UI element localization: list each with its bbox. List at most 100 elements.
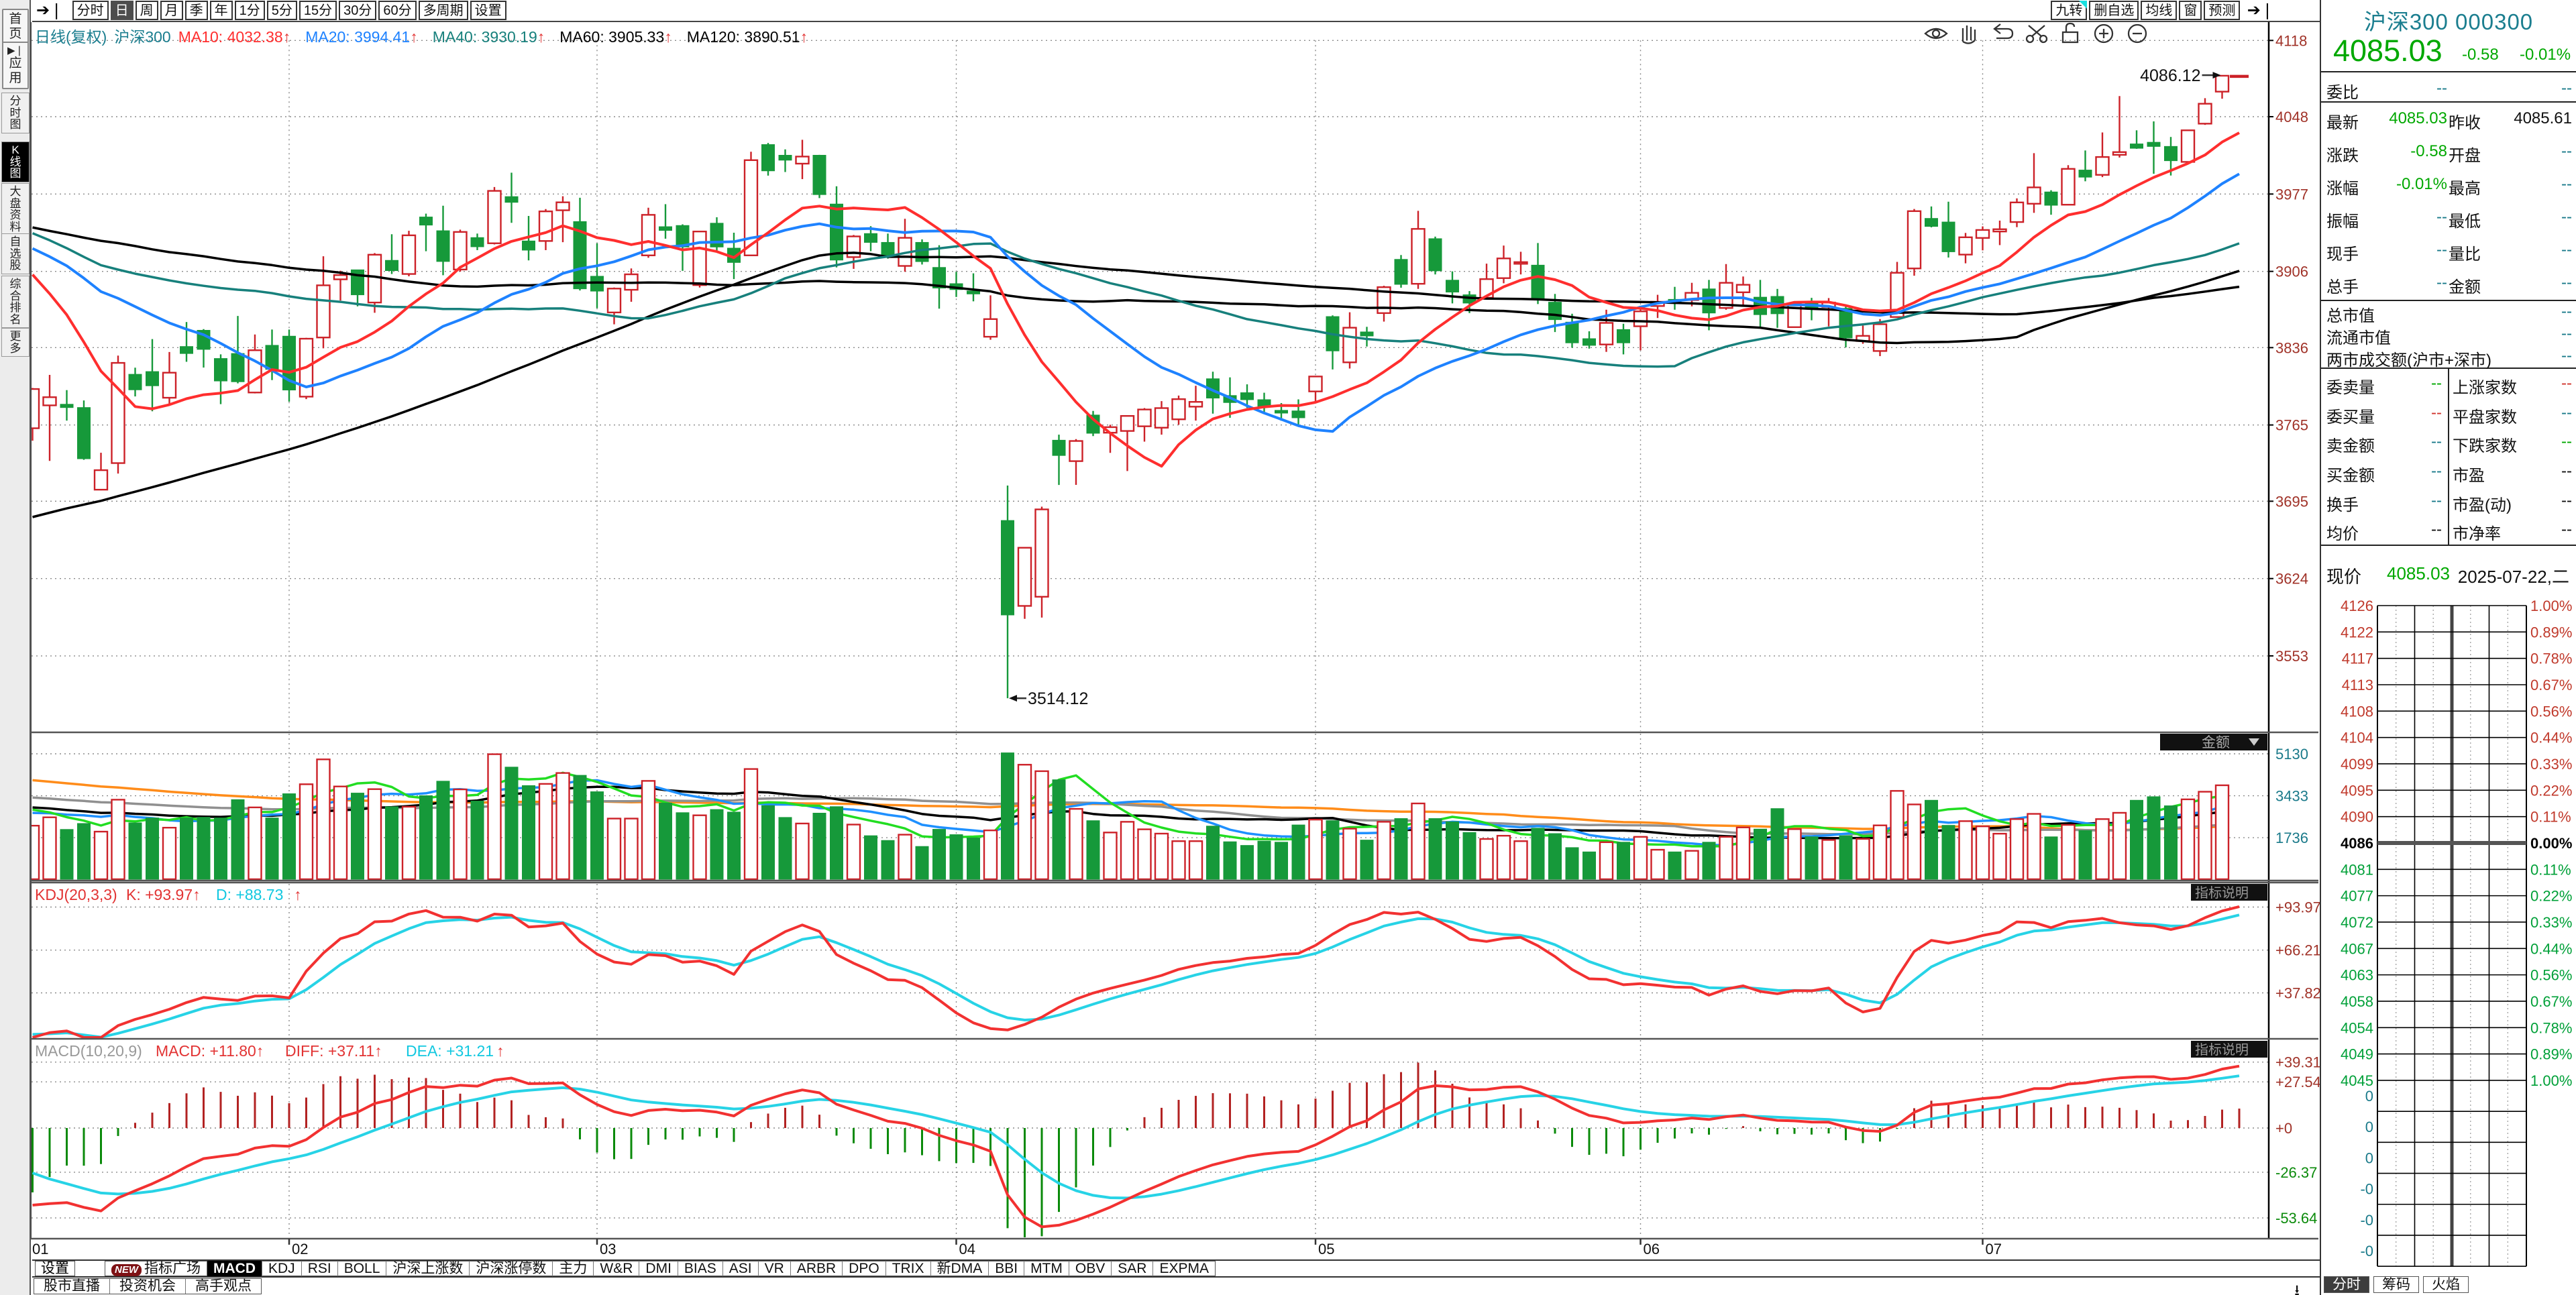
play-icon: ▶❘	[7, 45, 24, 56]
wide-row-总市值: 总市值 --	[2326, 302, 2572, 325]
indicator-info-box[interactable]	[2191, 1041, 2267, 1058]
indicator-tab-MACD[interactable]: MACD	[207, 1260, 262, 1276]
period-button-分时[interactable]: 分时	[72, 1, 109, 20]
period-button-5分[interactable]: 5分	[266, 1, 297, 20]
indicator-tab-ASI[interactable]: ASI	[722, 1260, 759, 1276]
panel-tab-筹码[interactable]: 筹码	[2373, 1276, 2419, 1293]
period-button-设置[interactable]: 设置	[470, 1, 506, 20]
indicator-tab-DPO[interactable]: DPO	[843, 1260, 886, 1276]
tool-button-窗[interactable]: 窗	[2179, 1, 2202, 20]
indicator-tab-ARBR[interactable]: ARBR	[790, 1260, 843, 1276]
svg-text:3836: 3836	[2275, 339, 2308, 356]
pair-row-卖金额: 卖金额 -- 下跌家数 --	[2326, 433, 2572, 456]
period-button-多周期[interactable]: 多周期	[418, 1, 468, 20]
pane-borders	[30, 22, 2318, 1240]
lock-icon[interactable]	[2061, 22, 2079, 44]
ladder-pct: 0.00%	[2530, 835, 2572, 852]
indicator-tab-OBV[interactable]: OBV	[1069, 1260, 1112, 1276]
period-button-日[interactable]: 日	[110, 1, 133, 20]
ladder-pct: 1.00%	[2530, 598, 2572, 614]
period-button-15分[interactable]: 15分	[299, 1, 337, 20]
zoom-in-icon[interactable]	[2094, 23, 2114, 44]
sidebar-item-更多[interactable]: 更多	[1, 328, 30, 357]
weibi-row: 委比 -- --	[2321, 72, 2576, 102]
sidebar-item-自选股[interactable]: 自选股	[1, 233, 30, 274]
indicator-tab-沪深上涨数[interactable]: 沪深上涨数	[386, 1260, 470, 1276]
indicator-tab-KDJ[interactable]: KDJ	[262, 1260, 302, 1276]
period-button-60分[interactable]: 60分	[378, 1, 417, 20]
period-button-周[interactable]: 周	[135, 1, 158, 20]
ladder-price: 4049	[2341, 1046, 2373, 1063]
kline-chart-svg[interactable]: 4118 4048 3977 3906 3836 3765 3695 3624 3553 5130…	[0, 0, 2320, 1259]
panel-tab-火焰[interactable]: 火焰	[2423, 1276, 2469, 1293]
period-button-季[interactable]: 季	[184, 1, 208, 20]
indicator-tab-BIAS[interactable]: BIAS	[678, 1260, 723, 1276]
ladder-pct: 0.11%	[2530, 861, 2571, 878]
indicator-plaza-item[interactable]: NEW 指标广场	[105, 1261, 207, 1276]
ladder-pct: 1.00%	[2530, 1072, 2572, 1089]
ladder-price: 4104	[2341, 730, 2373, 746]
tool-button-九转[interactable]: 九转	[2051, 1, 2088, 20]
ladder-price: 4063	[2341, 967, 2373, 984]
pair-row-换手: 换手 -- 市盈(动) --	[2326, 491, 2572, 514]
indicator-settings-button[interactable]: 设置	[35, 1261, 75, 1276]
sidebar-item-分时图[interactable]: 分时图	[1, 93, 30, 133]
sidebar-item-首页[interactable]: 首页	[2, 9, 29, 45]
indicator-tab-沪深涨停数[interactable]: 沪深涨停数	[470, 1260, 553, 1276]
indicator-tab-TRIX[interactable]: TRIX	[885, 1260, 931, 1276]
sidebar-item-大盘资料[interactable]: 大盘资料	[1, 183, 30, 235]
indicator-tab-RSI[interactable]: RSI	[301, 1260, 338, 1276]
status-link-股市直播[interactable]: 股市直播	[34, 1279, 110, 1294]
indicator-info-box[interactable]	[2191, 884, 2267, 901]
nine-turn-corner	[2079, 1, 2088, 9]
indicator-tab-主力[interactable]: 主力	[553, 1260, 594, 1276]
indicator-tab-MTM[interactable]: MTM	[1024, 1260, 1069, 1276]
collapse-left-icon[interactable]: ➔❘	[36, 1, 64, 19]
header-ma2: MA40: 3930.19↑	[432, 28, 545, 46]
zoom-out-icon[interactable]	[2127, 23, 2147, 44]
period-button-月[interactable]: 月	[160, 1, 183, 20]
ladder-sub-label: -0	[2360, 1243, 2373, 1259]
panel-tab-分时[interactable]: 分时	[2324, 1276, 2369, 1293]
indicator-tab-VR[interactable]: VR	[758, 1260, 791, 1276]
tool-button-删自选[interactable]: 删自选	[2089, 1, 2139, 20]
annotations: 4086.12 3514.12	[1009, 66, 2221, 708]
svg-text:D: +88.73: D: +88.73	[216, 886, 283, 903]
scroll-top-icon[interactable]: ⭳	[2294, 1282, 2300, 1295]
eye-icon[interactable]	[1924, 27, 1948, 40]
scissors-icon[interactable]	[2025, 25, 2048, 44]
hand-icon[interactable]	[1962, 25, 1976, 44]
tool-button-均线[interactable]: 均线	[2141, 1, 2178, 20]
svg-text:+66.21: +66.21	[2275, 942, 2320, 959]
indicator-tab-W&R[interactable]: W&R	[594, 1260, 640, 1276]
ladder-pct: 0.56%	[2530, 967, 2572, 984]
new-badge: NEW	[111, 1264, 142, 1276]
tool-button-预测[interactable]: 预测	[2204, 1, 2241, 20]
indicator-tab-新DMA[interactable]: 新DMA	[930, 1260, 989, 1276]
indicator-tab-BOLL[interactable]: BOLL	[337, 1260, 387, 1276]
ladder-price: 4090	[2341, 809, 2373, 826]
ladder-pct: 0.78%	[2530, 651, 2572, 667]
sidebar-item-应用[interactable]: ▶❘ 应用	[2, 42, 29, 89]
ma20-line	[32, 172, 2240, 433]
pair-row-委卖量: 委卖量 -- 上涨家数 --	[2326, 374, 2572, 397]
svg-text:金额: 金额	[2202, 735, 2230, 750]
ladder-price: 4058	[2341, 993, 2373, 1010]
collapse-right-icon[interactable]: ➔❘	[2247, 1, 2274, 19]
sidebar-item-综合排名[interactable]: 综合排名	[1, 276, 30, 328]
svg-text:3765: 3765	[2275, 417, 2308, 434]
ladder-price: 4072	[2341, 914, 2373, 931]
status-link-高手观点[interactable]: 高手观点	[195, 1278, 252, 1294]
indicator-tab-DMI[interactable]: DMI	[639, 1260, 678, 1276]
kdj-k-line	[32, 905, 2240, 1039]
status-link-投资机会[interactable]: 投资机会	[110, 1279, 186, 1294]
period-button-年[interactable]: 年	[209, 1, 233, 20]
amount-dropdown[interactable]	[2160, 734, 2267, 750]
period-button-30分[interactable]: 30分	[339, 1, 377, 20]
period-button-1分[interactable]: 1分	[234, 1, 265, 20]
indicator-tab-EXPMA[interactable]: EXPMA	[1159, 1260, 1209, 1276]
undo-icon[interactable]	[1993, 23, 2014, 40]
indicator-tab-SAR[interactable]: SAR	[1112, 1260, 1154, 1276]
indicator-tab-BBI[interactable]: BBI	[989, 1260, 1025, 1276]
